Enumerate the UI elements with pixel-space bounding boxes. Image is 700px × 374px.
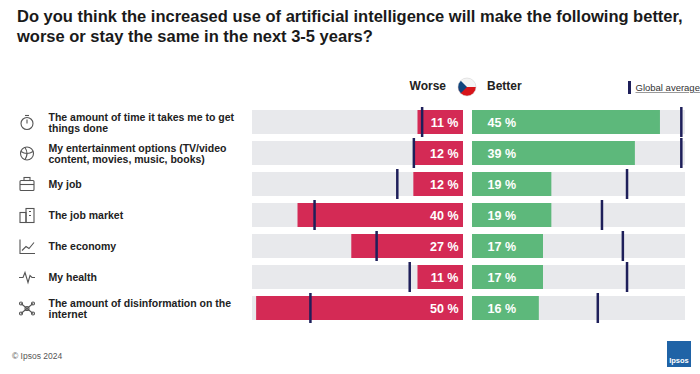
html-text:Global average: Global average <box>635 82 700 93</box>
svg-text:11 %: 11 % <box>431 271 459 285</box>
svg-text:11 %: 11 % <box>431 116 459 130</box>
svg-text:The job market: The job market <box>49 209 124 221</box>
svg-text:12 %: 12 % <box>430 178 459 192</box>
svg-text:50 %: 50 % <box>430 302 459 316</box>
html-text:Better: Better <box>487 79 522 93</box>
svg-text:19 %: 19 % <box>488 178 517 192</box>
svg-text:17 %: 17 % <box>488 240 517 254</box>
svg-text:My entertainment options (TV/v: My entertainment options (TV/videoconten… <box>49 142 227 165</box>
svg-text:45 %: 45 % <box>488 116 517 130</box>
svg-text:19 %: 19 % <box>488 209 517 223</box>
svg-text:The economy: The economy <box>49 240 117 252</box>
svg-text:17 %: 17 % <box>488 271 517 285</box>
html-text:© Ipsos 2024: © Ipsos 2024 <box>12 351 63 361</box>
svg-text:16 %: 16 % <box>488 302 517 316</box>
svg-text:The amount of disinformation o: The amount of disinformation on theinter… <box>49 297 232 320</box>
svg-text:39 %: 39 % <box>488 147 517 161</box>
html-text:Worse: Worse <box>409 79 446 93</box>
html-text:Do you think the increased use: Do you think the increased use of artifi… <box>17 7 683 45</box>
svg-text:12 %: 12 % <box>430 147 459 161</box>
svg-text:My job: My job <box>49 178 82 190</box>
svg-text:My health: My health <box>49 271 97 283</box>
svg-text:The amount of time it takes me: The amount of time it takes me to getthi… <box>49 111 235 134</box>
html-text:Ipsos: Ipsos <box>669 356 689 365</box>
svg-text:27 %: 27 % <box>430 240 459 254</box>
svg-text:40 %: 40 % <box>430 209 459 223</box>
